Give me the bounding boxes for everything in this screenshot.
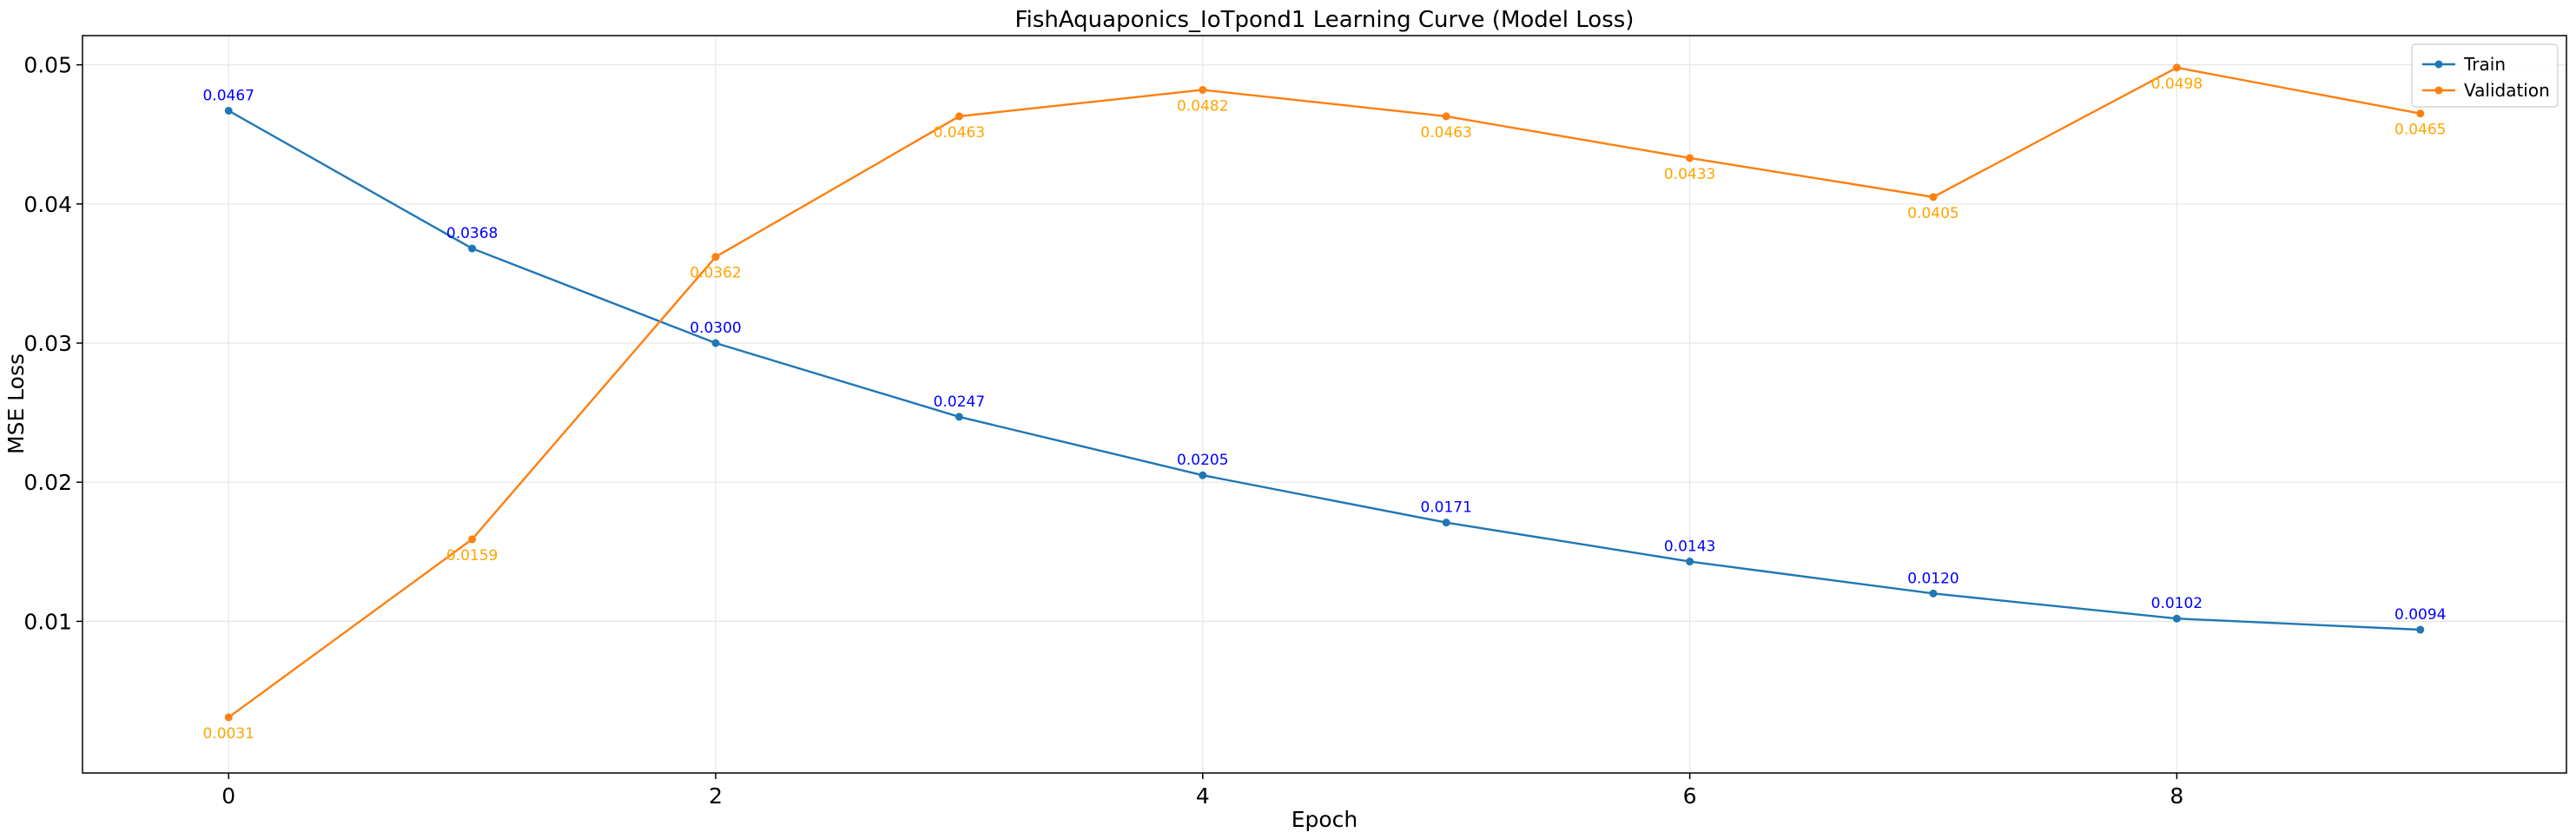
y-tick-label: 0.02 <box>23 470 72 495</box>
validation-point <box>2172 63 2181 72</box>
train-line <box>228 109 2421 631</box>
validation-data-label: 0.0463 <box>1420 124 1471 142</box>
validation-data-label: 0.0498 <box>2151 76 2203 93</box>
validation-data-label: 0.0031 <box>202 725 254 743</box>
series-layer: 0.0467 0.0368 0.0300 0.0247 0.0205 0.0171 0.01… <box>202 63 2447 743</box>
legend-validation-marker <box>2434 86 2443 95</box>
x-axis-label: Epoch <box>1291 807 1358 832</box>
legend-train-label: Train <box>2463 54 2506 75</box>
y-tick-label: 0.05 <box>23 53 72 78</box>
y-axis-label: MSE Loss <box>3 353 29 454</box>
train-point <box>1199 471 1207 479</box>
validation-point <box>224 713 233 722</box>
validation-point <box>1442 112 1450 121</box>
grid <box>83 36 2566 773</box>
validation-series: 0.00310.01590.03620.04630.04820.04630.04… <box>202 63 2447 743</box>
validation-data-label: 0.0463 <box>934 124 985 142</box>
x-tick-label: 0 <box>221 783 235 809</box>
train-data-label: 0.0247 <box>934 393 985 411</box>
legend: Train Validation <box>2411 43 2559 108</box>
validation-point <box>1929 193 1938 201</box>
validation-point <box>2416 109 2425 118</box>
validation-point <box>468 535 477 544</box>
legend-train-marker <box>2434 60 2443 69</box>
train-point <box>954 413 963 421</box>
train-point <box>2416 625 2425 634</box>
validation-data-label: 0.0482 <box>1177 97 1228 115</box>
train-series: 0.0467 0.0368 0.0300 0.0247 0.0205 0.0171 0.01… <box>202 88 2447 634</box>
x-tick-label: 2 <box>709 783 723 809</box>
train-point <box>1442 519 1450 527</box>
validation-data-label: 0.0465 <box>2394 122 2446 139</box>
train-point <box>2172 614 2181 623</box>
x-tick-label: 8 <box>2170 783 2183 809</box>
y-tick-label: 0.03 <box>23 331 72 356</box>
train-point <box>224 107 233 116</box>
train-point <box>1686 558 1694 566</box>
train-data-label: 0.0300 <box>690 320 741 337</box>
train-data-label: 0.0102 <box>2151 595 2203 612</box>
validation-data-label: 0.0405 <box>1907 205 1958 222</box>
train-data-label: 0.0205 <box>1177 452 1228 469</box>
y-tick-label: 0.01 <box>23 609 72 634</box>
train-data-label: 0.0171 <box>1420 499 1471 517</box>
validation-point <box>954 112 963 121</box>
train-data-label: 0.0467 <box>202 88 254 105</box>
train-data-label: 0.0094 <box>2394 606 2446 624</box>
plot-frame <box>82 35 2567 774</box>
train-data-label: 0.0368 <box>446 225 498 242</box>
legend-validation-label: Validation <box>2464 80 2550 101</box>
validation-point <box>711 253 720 261</box>
validation-data-label: 0.0159 <box>446 547 498 565</box>
validation-point <box>1199 85 1207 94</box>
chart-title: FishAquaponics_IoTpond1 Learning Curve (… <box>1015 7 1635 33</box>
train-point <box>711 339 720 347</box>
train-data-label: 0.0120 <box>1907 570 1958 587</box>
y-tick-label: 0.04 <box>23 192 72 217</box>
train-data-label: 0.0143 <box>1664 538 1715 556</box>
x-tick-label: 6 <box>1683 783 1697 809</box>
axis-ticks: 0 2 4 6 8 0.01 0.02 0.03 0.04 0.05 <box>23 53 2183 809</box>
train-point <box>1929 589 1938 598</box>
validation-data-label: 0.0362 <box>690 265 741 282</box>
validation-line <box>228 66 2421 718</box>
validation-point <box>1686 154 1694 162</box>
x-tick-label: 4 <box>1196 783 1210 809</box>
train-point <box>468 244 477 253</box>
validation-data-label: 0.0433 <box>1664 166 1715 183</box>
